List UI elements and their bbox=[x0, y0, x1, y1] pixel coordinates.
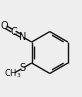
Text: C: C bbox=[10, 27, 17, 37]
Text: N: N bbox=[19, 32, 26, 42]
Text: CH$_3$: CH$_3$ bbox=[4, 68, 22, 80]
Text: O: O bbox=[1, 21, 8, 31]
Text: S: S bbox=[20, 63, 26, 73]
